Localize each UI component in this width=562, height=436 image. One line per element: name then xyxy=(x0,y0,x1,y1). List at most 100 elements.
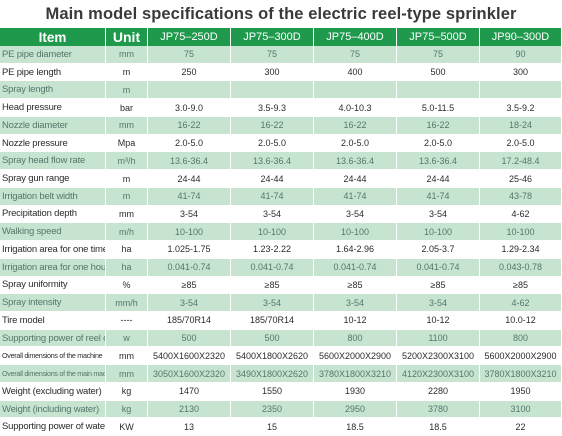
value-cell: 5.0-11.5 xyxy=(397,99,480,117)
value-cell: 300 xyxy=(480,63,562,82)
unit-cell: m xyxy=(106,63,148,82)
value-cell: 800 xyxy=(480,329,562,348)
unit-cell: ha xyxy=(106,241,148,259)
value-cell: 25-46 xyxy=(480,170,562,188)
value-cell: 2950 xyxy=(314,400,397,419)
value-cell: 24-44 xyxy=(397,170,480,188)
table-row: Spray gun range m 24-44 24-44 24-44 24-44 25-4… xyxy=(0,170,562,188)
table-row: PE pipe diameter mm 75 75 75 75 90 xyxy=(0,46,562,64)
item-label: Walking speed xyxy=(0,223,106,242)
value-cell: 1.23-2.22 xyxy=(231,241,314,259)
value-cell: 1550 xyxy=(231,382,314,401)
value-cell: 10-100 xyxy=(480,223,562,242)
value-cell: 500 xyxy=(397,63,480,82)
item-label: Overall dimensions of the main machine xyxy=(0,365,106,383)
item-label: Overall dimensions of the machine xyxy=(0,347,106,366)
value-cell: 10-100 xyxy=(148,223,231,242)
value-cell: 1930 xyxy=(314,382,397,401)
item-label: Nozzle pressure xyxy=(0,134,106,153)
value-cell: 4-62 xyxy=(480,205,562,224)
header-model: JP75–400D xyxy=(314,28,397,46)
value-cell: 0.043-0.78 xyxy=(480,258,562,277)
unit-cell: ---- xyxy=(106,312,148,330)
value-cell: 5600X2000X2900 xyxy=(480,347,562,366)
value-cell: 0.041-0.74 xyxy=(397,258,480,277)
table-row: Spray intensity mm/h 3-54 3-54 3-54 3-54 4-62 xyxy=(0,294,562,313)
table-row: Weight (including water) kg 2130 2350 2950 37… xyxy=(0,400,562,419)
value-cell: 1.64-2.96 xyxy=(314,241,397,259)
value-cell: ≥85 xyxy=(231,276,314,295)
value-cell: 10-12 xyxy=(314,312,397,330)
value-cell: 75 xyxy=(314,46,397,64)
table-row: Nozzle diameter mm 16-22 16-22 16-22 16-22 18-… xyxy=(0,116,562,135)
header-item: Item xyxy=(0,28,106,46)
table-row: Supporting power of reel drivew500500800… xyxy=(0,329,562,348)
item-label: Irrigation belt width xyxy=(0,187,106,206)
table-row: Tire model ---- 185/70R14 185/70R14 10-12 10-… xyxy=(0,312,562,330)
value-cell: 3780X1800X3210 xyxy=(480,365,562,383)
value-cell: 13.6-36.4 xyxy=(148,152,231,171)
value-cell: 16-22 xyxy=(148,116,231,135)
table-row: Spray head flow rate m³/h 13.6-36.4 13.6-36… xyxy=(0,152,562,171)
header-unit: Unit xyxy=(106,28,148,46)
value-cell: 10.0-12 xyxy=(480,312,562,330)
table-row: Spray length m xyxy=(0,81,562,100)
value-cell: 1.025-1.75 xyxy=(148,241,231,259)
unit-cell: w xyxy=(106,329,148,348)
value-cell: 3.5-9.3 xyxy=(231,99,314,117)
unit-cell: ha xyxy=(106,258,148,277)
table-row: Overall dimensions of the main machinemm… xyxy=(0,365,562,383)
value-cell: 5400X1800X2620 xyxy=(231,347,314,366)
header-model: JP90–300D xyxy=(480,28,562,46)
item-label: Supporting power of reel drive xyxy=(0,329,106,348)
unit-cell: KW xyxy=(106,418,148,436)
value-cell: 41-74 xyxy=(231,187,314,206)
item-label: Spray length xyxy=(0,81,106,100)
item-label: Weight (including water) xyxy=(0,400,106,419)
unit-cell: kg xyxy=(106,400,148,419)
value-cell: 3-54 xyxy=(397,294,480,313)
value-cell: 18-24 xyxy=(480,116,562,135)
unit-cell: mm xyxy=(106,365,148,383)
value-cell: 75 xyxy=(148,46,231,64)
table-row: Weight (excluding water) kg 1470 1550 1930 22… xyxy=(0,382,562,401)
table-row: Irrigation area for one time ha 1.025-1.75… xyxy=(0,241,562,259)
header-model: JP75–300D xyxy=(231,28,314,46)
value-cell: ≥85 xyxy=(397,276,480,295)
item-label: Head pressure xyxy=(0,99,106,117)
value-cell xyxy=(314,81,397,100)
value-cell: 24-44 xyxy=(314,170,397,188)
value-cell: 2.0-5.0 xyxy=(397,134,480,153)
value-cell: 16-22 xyxy=(231,116,314,135)
value-cell: 10-100 xyxy=(314,223,397,242)
unit-cell: mm xyxy=(106,205,148,224)
value-cell: 3-54 xyxy=(148,294,231,313)
value-cell: 5600X2000X2900 xyxy=(314,347,397,366)
item-label: Spray head flow rate xyxy=(0,152,106,171)
unit-cell: mm xyxy=(106,46,148,64)
value-cell: 3.5-9.2 xyxy=(480,99,562,117)
value-cell: 4-62 xyxy=(480,294,562,313)
table-row: Nozzle pressure Mpa 2.0-5.0 2.0-5.0 2.0-5.0 2… xyxy=(0,134,562,153)
value-cell: 185/70R14 xyxy=(231,312,314,330)
value-cell: ≥85 xyxy=(148,276,231,295)
unit-cell: m/h xyxy=(106,223,148,242)
table-row: Irrigation area for one hour ha 0.041-0.74… xyxy=(0,258,562,277)
value-cell: 5400X1600X2320 xyxy=(148,347,231,366)
value-cell: 10-12 xyxy=(397,312,480,330)
value-cell: 500 xyxy=(148,329,231,348)
value-cell: 1100 xyxy=(397,329,480,348)
item-label: Irrigation area for one time xyxy=(0,241,106,259)
value-cell: 3-54 xyxy=(231,205,314,224)
value-cell: 13.6-36.4 xyxy=(231,152,314,171)
table-row: Precipitation depth mm 3-54 3-54 3-54 3-54 4-6… xyxy=(0,205,562,224)
item-label: Supporting power of water pump xyxy=(0,418,106,436)
value-cell: 13.6-36.4 xyxy=(314,152,397,171)
value-cell: 2.0-5.0 xyxy=(480,134,562,153)
value-cell: 24-44 xyxy=(231,170,314,188)
table-row: Head pressure bar 3.0-9.0 3.5-9.3 4.0-10.3 5.… xyxy=(0,99,562,117)
value-cell: 5200X2300X3100 xyxy=(397,347,480,366)
value-cell: 41-74 xyxy=(314,187,397,206)
value-cell: 2.0-5.0 xyxy=(231,134,314,153)
value-cell: 13 xyxy=(148,418,231,436)
